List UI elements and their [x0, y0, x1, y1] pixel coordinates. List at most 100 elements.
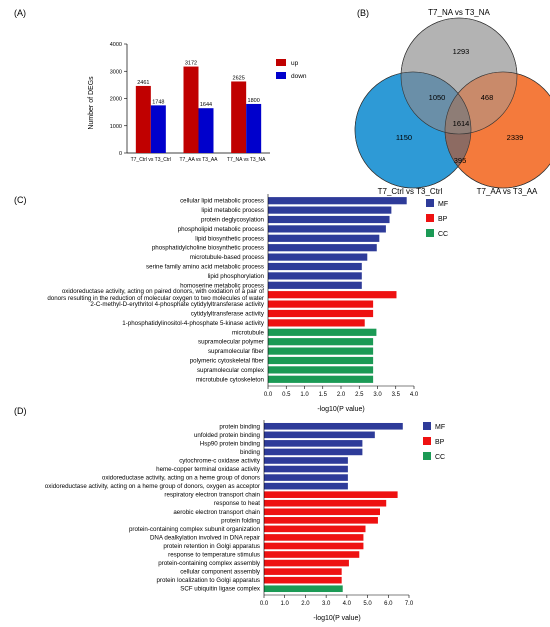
category-label: lipid metabolic process [201, 207, 264, 214]
category-label: respiratory electron transport chain [164, 492, 260, 499]
legend-label-cc: CC [438, 231, 448, 238]
deg-bar-chart: Number of DEGs 0 1000 2000 3000 4000 T7_Ctrl … [88, 42, 307, 163]
venn-count-left-only: 1150 [396, 133, 412, 142]
legend-label-cc: CC [435, 454, 445, 461]
category-label: supramolecular complex [197, 367, 265, 374]
bar-down [198, 108, 214, 153]
bar-mf [268, 197, 407, 205]
bar-mf [268, 272, 362, 280]
category-label: binding [240, 449, 261, 456]
panel-c-category-labels: cellular lipid metabolic process lipid me… [47, 198, 265, 384]
panel-label-d: (D) [14, 406, 27, 416]
panel-c-legend: MF BP CC [426, 199, 448, 238]
category-label: microtubule cytoskeleton [196, 376, 265, 383]
category-label: heme-copper terminal oxidase activity [156, 466, 261, 473]
x-tick-label: 5.0 [363, 601, 372, 607]
category-label: DNA dealkylation involved in DNA repair [150, 534, 260, 541]
bar-cc [268, 375, 374, 383]
panel-d-bars [264, 422, 403, 593]
legend-label-up: up [291, 60, 299, 67]
bar-bp [264, 534, 364, 541]
go-enrichment-chart-d: protein binding unfolded protein bindingH… [45, 420, 445, 622]
legend-swatch-bp [423, 437, 431, 445]
bar-bp [264, 542, 364, 550]
legend-swatch-cc [426, 229, 434, 237]
bar-value-label: 1800 [248, 98, 260, 104]
category-label: protein localization to Golgi apparatus [156, 577, 260, 584]
bar-cc [268, 366, 374, 374]
panel-a-x-tick-label: T7_AA vs T3_AA [180, 157, 219, 163]
category-label: lipid phosphorylation [208, 273, 265, 280]
legend-label-mf: MF [438, 201, 448, 208]
bar-value-label: 1748 [152, 99, 164, 105]
x-tick-label: 2.5 [355, 392, 364, 398]
category-label: cytochrome-c oxidase activity [179, 457, 261, 464]
category-label: microtubule [232, 329, 265, 336]
bar-mf [264, 482, 348, 490]
category-label: Hsp90 protein binding [200, 440, 261, 447]
category-label: response to heat [214, 500, 260, 507]
bar-bp [264, 525, 366, 533]
bar-bp [264, 517, 378, 524]
x-tick-label: 1.5 [319, 392, 328, 398]
category-label: supramolecular fiber [208, 348, 264, 355]
x-tick-label: 0.5 [282, 392, 291, 398]
venn-count-all: 1614 [453, 119, 470, 128]
category-label: oxidoreductase activity, acting on a hem… [102, 475, 260, 482]
legend-swatch-mf [426, 199, 434, 207]
bar-cc [268, 347, 374, 355]
bar-mf [264, 457, 348, 464]
venn-count-right-only: 2339 [507, 133, 524, 142]
x-tick-label: 1.0 [281, 601, 290, 607]
go-enrichment-chart-c: cellular lipid metabolic process lipid me… [47, 194, 448, 413]
category-label: homoserine metabolic process [180, 282, 264, 289]
bar-cc [264, 585, 343, 593]
bar-bp [264, 568, 342, 575]
legend-label-bp: BP [438, 216, 448, 223]
panel-d-x-axis: 0.0 1.0 2.0 3.0 4.0 5.0 6.0 7.0 [260, 420, 414, 607]
category-label: serine family amino acid metabolic proce… [146, 264, 264, 271]
panel-a-bars: 2461 1748 3172 1644 2625 1800 [135, 61, 262, 153]
x-tick-label: 2.0 [301, 601, 310, 607]
x-tick-label: 3.0 [322, 601, 331, 607]
category-label: phospholipid metabolic process [178, 226, 264, 233]
bar-mf [264, 422, 403, 430]
panel-a-y-tick-label: 1000 [110, 124, 122, 130]
bar-mf [268, 234, 380, 242]
bar-up [231, 81, 247, 153]
category-label: supramolecular polymer [198, 339, 264, 346]
bar-value-label: 2461 [137, 80, 149, 86]
legend-swatch-cc [423, 452, 431, 460]
category-label: cellular lipid metabolic process [180, 198, 264, 205]
legend-label-down: down [291, 73, 307, 80]
bar-mf [268, 262, 362, 271]
panel-a-y-tick-label: 4000 [110, 42, 122, 48]
panel-a-y-tick-label: 0 [119, 151, 122, 157]
bar-mf [268, 253, 368, 261]
panel-a-ylabel: Number of DEGs [88, 76, 95, 130]
panel-d-xlabel: -log10(P value) [313, 615, 360, 622]
category-label: response to temperature stimulus [168, 552, 260, 559]
category-label: oxidoreductase activity, acting on a hem… [45, 483, 260, 490]
panel-a-y-tick-label: 2000 [110, 97, 122, 103]
category-label: aerobic electron transport chain [173, 509, 260, 516]
category-label: cytidylyltransferase activity [191, 311, 265, 318]
bar-mf [268, 225, 386, 233]
panel-c-x-axis: 0.0 0.5 1.0 1.5 2.0 2.5 3.0 3.5 4.0 [264, 194, 419, 398]
venn-set-label-left: T7_Ctrl vs T3_Ctrl [378, 187, 443, 196]
x-tick-label: 3.0 [373, 392, 382, 398]
panel-a-x-tick-label: T7_Ctrl vs T3_Ctrl [131, 157, 171, 163]
panel-a-legend: up down [276, 59, 307, 80]
x-tick-label: 0.0 [260, 601, 269, 607]
venn-count-left-right: 395 [454, 156, 467, 165]
category-label: cellular component assembly [180, 569, 261, 576]
bar-mf [264, 431, 375, 439]
bar-value-label: 3172 [185, 61, 197, 67]
bar-mf [264, 465, 348, 473]
venn-set-label-right: T7_AA vs T3_AA [477, 187, 538, 196]
category-label: 1-phosphatidylinositol-4-phosphate 5-kin… [122, 320, 265, 327]
panel-a-y-tick-label: 3000 [110, 69, 122, 75]
bar-bp [264, 499, 387, 507]
venn-count-top-right: 468 [481, 93, 494, 102]
